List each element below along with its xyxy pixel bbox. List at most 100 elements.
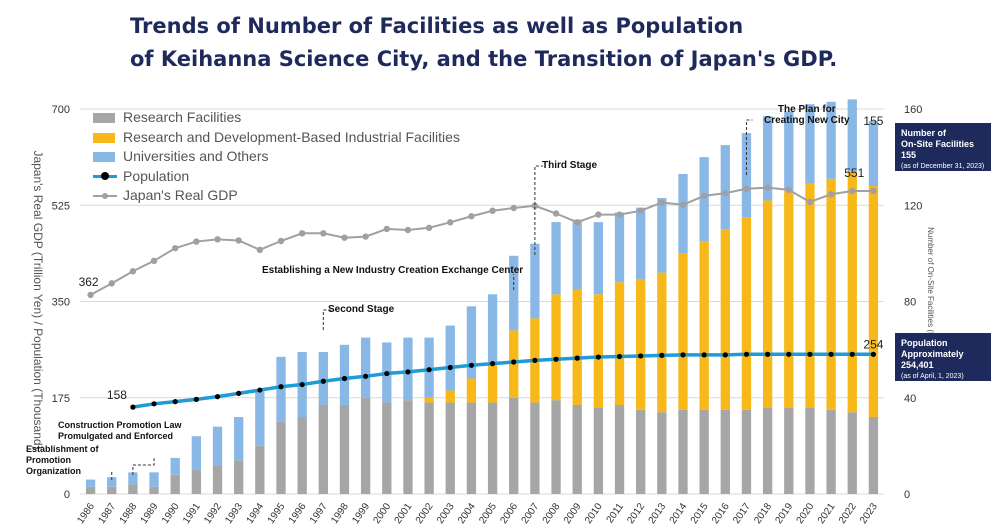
population-point <box>553 356 559 362</box>
legend-label-population: Population <box>123 167 190 184</box>
legend-marker-population <box>101 171 109 180</box>
x-tick-label: 2004 <box>456 501 478 526</box>
gdp-point <box>722 189 729 197</box>
gdp-point <box>425 224 433 231</box>
gdp-point <box>849 187 856 195</box>
bar-research <box>551 400 561 494</box>
x-tick-label: 2015 <box>689 501 711 526</box>
x-tick-label: 2014 <box>668 501 690 526</box>
x-tick-label: 2018 <box>752 501 774 526</box>
data-label-pop-end: 254 <box>863 337 883 351</box>
population-point <box>489 361 496 367</box>
population-point <box>870 351 877 357</box>
bar-universities <box>826 101 836 179</box>
bar-universities <box>593 222 604 295</box>
bar-research <box>657 412 667 494</box>
x-tick-label: 1997 <box>308 501 330 526</box>
x-tick-label: 2017 <box>731 501 753 526</box>
bar-research <box>297 417 307 494</box>
x-tick-label: 2012 <box>625 501 647 526</box>
bar-universities <box>107 477 117 487</box>
x-tick-label: 1994 <box>245 501 267 526</box>
gdp-point <box>447 219 454 226</box>
gdp-point <box>362 233 369 240</box>
population-point <box>236 390 242 396</box>
bar-rd-industrial <box>805 183 815 408</box>
bar-rd-industrial <box>720 229 730 410</box>
bar-research <box>318 404 328 494</box>
bar-universities <box>360 337 371 398</box>
bar-universities <box>657 198 667 273</box>
bar-rd-industrial <box>636 279 646 410</box>
bar-research <box>360 397 371 494</box>
population-point <box>468 362 475 368</box>
bar-research <box>339 404 350 494</box>
bar-research <box>403 400 413 494</box>
x-tick-label: 1987 <box>96 501 118 526</box>
bar-rd-industrial <box>678 253 688 410</box>
y-tick-label-right: 80 <box>904 297 916 309</box>
bar-universities <box>572 219 582 290</box>
population-point <box>532 357 538 363</box>
facilities-info-line1: Number of <box>901 128 946 138</box>
population-point <box>320 378 326 384</box>
x-tick-label: 2009 <box>562 501 584 526</box>
bar-rd-industrial <box>699 241 709 410</box>
gdp-point <box>637 207 644 214</box>
x-tick-label: 1999 <box>350 501 372 526</box>
legend-marker-gdp <box>102 193 108 199</box>
x-tick-label: 2020 <box>795 501 817 526</box>
population-point <box>828 351 834 357</box>
bar-research <box>487 402 498 494</box>
population-info-line1: Population <box>901 338 948 348</box>
legend-item-population: Population <box>93 167 460 187</box>
gdp-point <box>870 187 877 195</box>
y-tick-label-left: 350 <box>52 297 70 309</box>
bar-research <box>699 409 709 494</box>
y-axis-title-right: Number of On-Site Facilities (Institutio… <box>926 227 935 373</box>
population-point <box>595 354 601 360</box>
x-tick-label: 1995 <box>266 501 288 526</box>
bar-rd-industrial <box>487 364 498 403</box>
bar-universities <box>614 212 625 283</box>
gdp-point <box>679 201 687 208</box>
population-point <box>193 396 199 402</box>
legend-label-gdp: Japan's Real GDP <box>123 187 238 203</box>
population-info-line2: Approximately <box>901 349 964 359</box>
bar-universities <box>868 121 879 186</box>
gdp-point <box>743 185 750 192</box>
gdp-point <box>277 237 285 245</box>
x-tick-label: 2003 <box>435 501 457 526</box>
gdp-point <box>616 211 623 218</box>
bar-universities <box>466 306 477 379</box>
bar-rd-industrial <box>445 390 455 403</box>
bar-universities <box>530 243 540 319</box>
bar-rd-industrial <box>762 200 773 408</box>
population-point <box>849 351 855 357</box>
gdp-point <box>108 280 115 287</box>
legend-item-universities: Universities and Others <box>93 147 460 167</box>
bar-research <box>530 402 540 494</box>
bar-research <box>445 402 455 494</box>
population-point <box>765 351 771 357</box>
data-label-gdp-start: 362 <box>79 275 99 289</box>
x-tick-label: 2016 <box>710 501 732 526</box>
bar-universities <box>403 337 413 401</box>
population-info-box: Population Approximately 254,401 (as of … <box>895 333 991 381</box>
bar-research <box>149 486 159 494</box>
bar-universities <box>255 390 265 446</box>
y-tick-label-right: 120 <box>904 200 922 212</box>
x-tick-label: 1986 <box>75 501 97 526</box>
bar-universities <box>699 157 709 242</box>
population-point <box>701 352 707 358</box>
y-tick-label-left: 700 <box>52 104 70 116</box>
bar-universities <box>509 255 519 331</box>
bar-universities <box>551 222 561 295</box>
bar-universities <box>847 99 857 172</box>
gdp-point <box>595 211 602 218</box>
population-info-value: 254,401 <box>901 360 934 370</box>
bar-research <box>741 409 752 494</box>
x-tick-label: 2001 <box>393 501 415 526</box>
population-point <box>786 351 792 357</box>
